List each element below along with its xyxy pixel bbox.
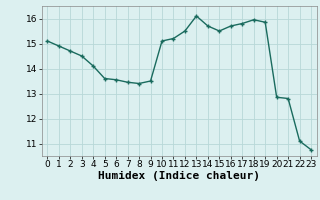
- X-axis label: Humidex (Indice chaleur): Humidex (Indice chaleur): [98, 171, 260, 181]
